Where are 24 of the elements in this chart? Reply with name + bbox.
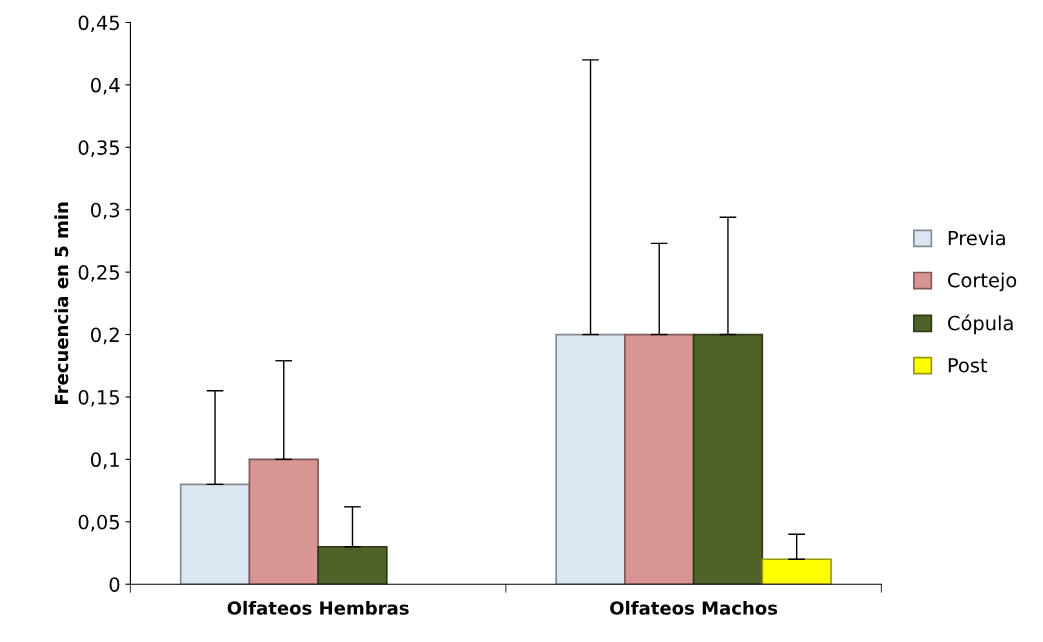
legend-label: Previa bbox=[948, 230, 1005, 246]
y-tick-label: 0,3 bbox=[91, 202, 120, 220]
legend-label: Cópula bbox=[948, 314, 1013, 335]
y-tick-label: 0,05 bbox=[78, 514, 119, 532]
y-tick-label: 0,45 bbox=[78, 15, 119, 33]
bar bbox=[624, 333, 695, 585]
y-tick-label: 0,1 bbox=[91, 452, 119, 470]
bar bbox=[555, 333, 626, 585]
y-tick-label: 0,2 bbox=[91, 327, 119, 345]
bar bbox=[692, 333, 764, 585]
bar bbox=[317, 545, 388, 585]
bar bbox=[248, 458, 319, 585]
legend-label: Cortejo bbox=[948, 272, 1017, 292]
bar bbox=[761, 558, 832, 585]
y-tick-label: 0,25 bbox=[78, 265, 119, 282]
x-tick-label: Olfateos Hembras bbox=[227, 600, 409, 615]
y-tick-label: 0,4 bbox=[91, 77, 120, 95]
bar bbox=[179, 483, 251, 585]
x-tick-label: Olfateos Machos bbox=[610, 600, 778, 615]
y-tick-label: 0,15 bbox=[78, 389, 119, 407]
y-tick-label: 0 bbox=[109, 577, 120, 592]
y-axis-title: Frecuencia en 5 min bbox=[54, 202, 69, 404]
y-tick-label: 0,35 bbox=[78, 140, 119, 157]
legend-label: Post bbox=[948, 358, 988, 373]
